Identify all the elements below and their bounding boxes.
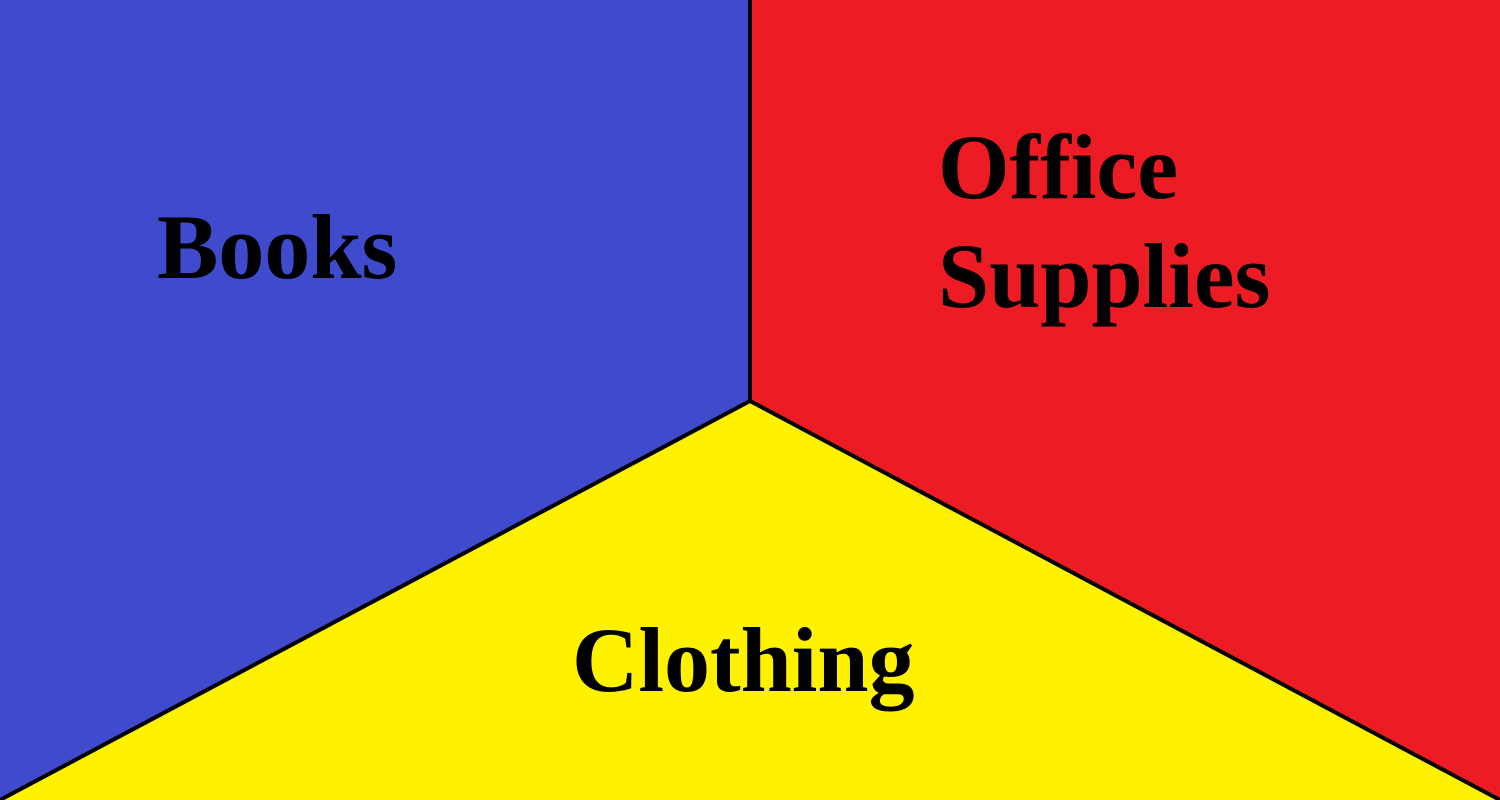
office-supplies-label-line2: Supplies [938,225,1270,327]
office-supplies-label-line1: Office [938,116,1178,218]
clothing-label: Clothing [572,609,915,711]
books-label: Books [157,196,397,298]
office-supplies-region[interactable] [750,0,1500,800]
divider-left-diagonal [0,399,752,800]
divider-right-diagonal [748,399,1500,800]
books-region[interactable] [0,0,750,800]
clothing-region[interactable] [0,401,1500,800]
